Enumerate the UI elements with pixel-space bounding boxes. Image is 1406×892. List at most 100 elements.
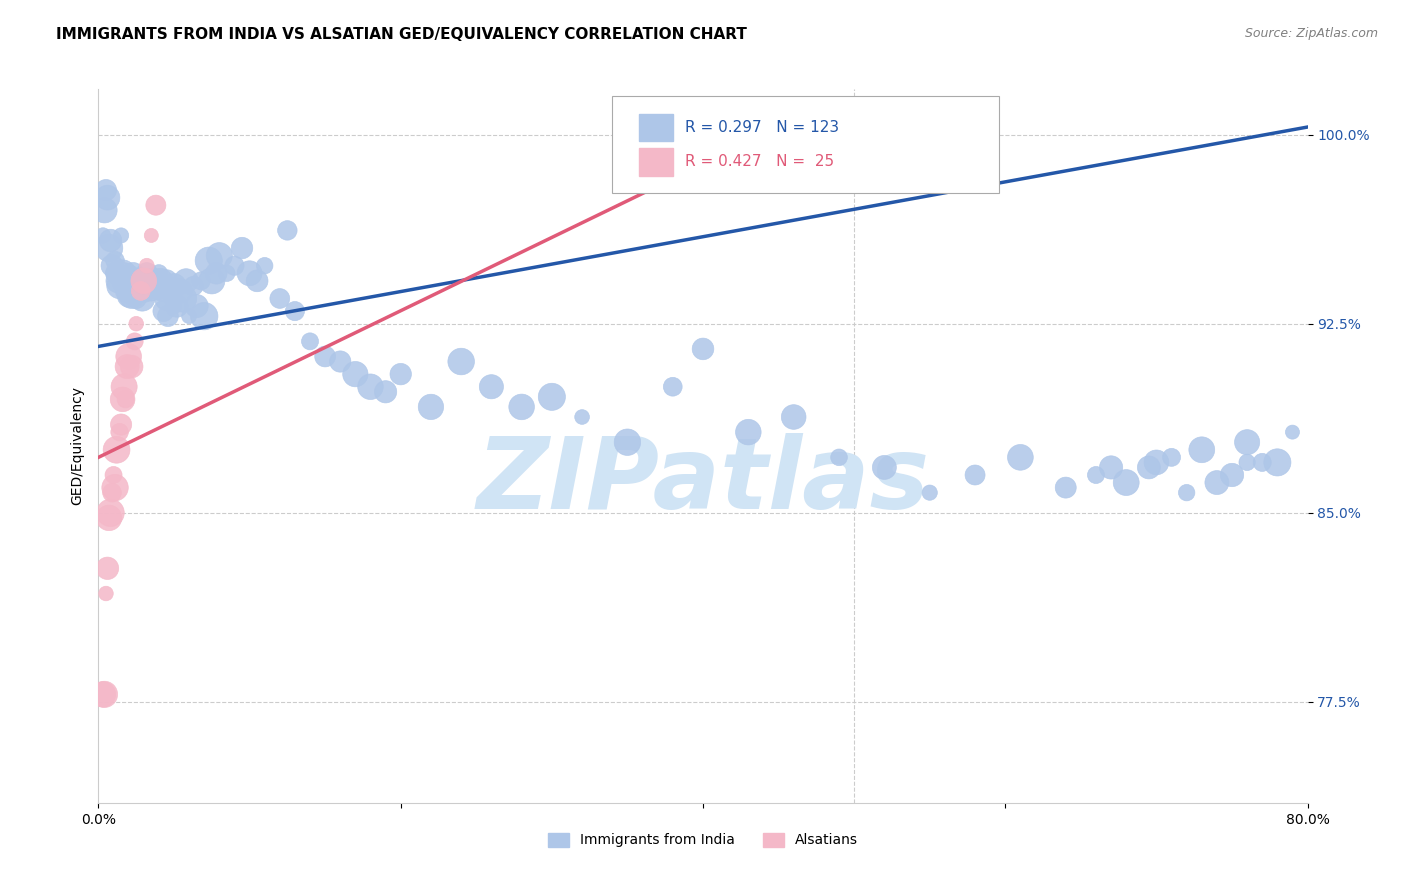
Point [103,266,125,280]
Point [1312,430,1334,444]
Point [105,266,128,280]
Point [107,274,129,288]
Text: R = 0.297   N = 123: R = 0.297 N = 123 [685,120,839,136]
Point [120,266,142,280]
Point [139,274,162,288]
Point [190,274,212,288]
Point [136,278,159,293]
Point [125,292,148,306]
Point [156,309,179,323]
Point [114,278,136,293]
FancyBboxPatch shape [613,96,1000,193]
Point [104,253,127,268]
Point [112,380,135,394]
Point [118,350,141,364]
Point [179,309,201,323]
Point [374,384,396,399]
Point [114,392,136,407]
Point [253,259,276,273]
Point [100,234,122,248]
Point [115,359,138,374]
Point [125,317,148,331]
Point [183,278,205,293]
Point [143,278,166,293]
Point [1175,485,1198,500]
Point [1281,425,1303,439]
Point [284,304,307,318]
Point [299,334,322,349]
Point [115,284,138,298]
Point [111,274,134,288]
Point [111,266,134,280]
Point [197,253,219,268]
Point [118,278,141,293]
Point [246,274,269,288]
Point [1236,435,1258,450]
Point [1251,455,1274,469]
Point [132,284,155,298]
Point [616,435,638,450]
Point [360,380,382,394]
Point [110,271,132,285]
Point [112,278,135,293]
Point [174,274,197,288]
Point [125,274,148,288]
Point [94,183,117,197]
Point [420,400,443,414]
Legend: Immigrants from India, Alsatians: Immigrants from India, Alsatians [543,827,863,853]
Text: IMMIGRANTS FROM INDIA VS ALSATIAN GED/EQUIVALENCY CORRELATION CHART: IMMIGRANTS FROM INDIA VS ALSATIAN GED/EQ… [56,27,747,42]
Point [1341,450,1364,465]
Point [98,241,121,255]
Point [112,266,135,280]
Point [93,203,115,218]
Point [122,266,145,280]
Point [111,392,134,407]
Point [389,367,412,381]
Point [1099,460,1122,475]
Point [163,299,186,313]
Point [141,284,163,298]
Point [163,278,186,293]
Point [224,259,246,273]
Point [145,198,167,212]
Point [1236,455,1258,469]
Point [1267,455,1289,469]
Point [329,354,352,368]
Y-axis label: GED/Equivalency: GED/Equivalency [70,386,84,506]
Point [918,485,941,500]
Point [873,460,896,475]
Point [100,506,122,520]
Point [1054,481,1077,495]
Point [160,292,183,306]
Point [142,274,165,288]
Point [96,191,118,205]
Point [148,278,170,293]
Point [1137,460,1160,475]
Point [121,289,143,303]
Point [91,687,114,701]
Point [201,274,224,288]
Bar [638,148,673,176]
Point [1115,475,1137,490]
Point [276,223,298,237]
Point [103,468,125,483]
Point [155,292,177,306]
Point [172,292,194,306]
Point [93,687,115,701]
Point [110,228,132,243]
Point [120,274,142,288]
Point [828,450,851,465]
Point [94,586,117,600]
Point [132,274,155,288]
Bar [638,114,673,141]
Point [101,485,124,500]
Point [149,274,172,288]
Point [129,284,152,298]
Point [1191,442,1213,457]
Point [114,274,136,288]
Point [129,274,152,288]
Point [186,299,208,313]
Point [128,278,150,293]
Point [150,284,173,298]
Point [239,266,262,280]
